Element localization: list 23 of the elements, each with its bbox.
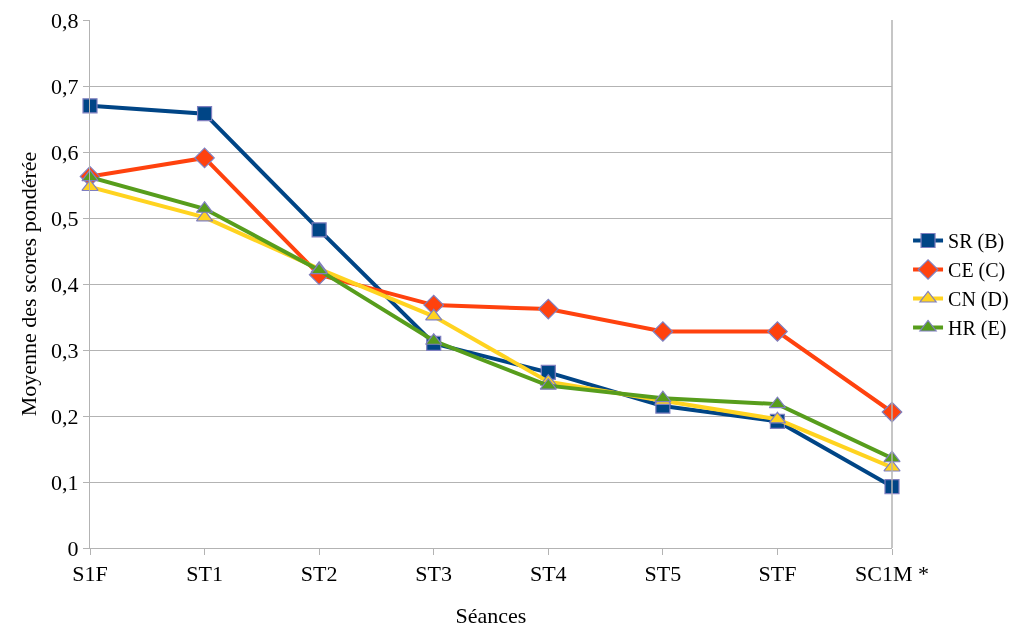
- y-tick-label: 0,5: [51, 205, 79, 231]
- x-tick-label: ST5: [644, 561, 682, 587]
- legend-label: CN (D): [948, 288, 1009, 312]
- legend-label: HR (E): [948, 317, 1007, 341]
- x-axis-title: Séances: [455, 603, 527, 628]
- y-tick-label: 0,7: [51, 73, 79, 99]
- y-axis-title: Moyenne des scores pondérée: [16, 151, 41, 417]
- legend-label: CE (C): [948, 259, 1006, 283]
- y-tick-label: 0,4: [51, 271, 79, 297]
- y-tick-label: 0,8: [51, 7, 79, 33]
- x-tick-label: ST4: [529, 561, 567, 587]
- x-tick-label: SC1M *: [855, 561, 929, 587]
- x-tick-label: ST3: [415, 561, 453, 587]
- y-tick-label: 0,2: [51, 403, 79, 429]
- y-tick-label: 0: [67, 535, 79, 561]
- x-tick-label: ST2: [300, 561, 338, 587]
- y-tick-label: 0,3: [51, 337, 79, 363]
- y-tick-label: 0,6: [51, 139, 79, 165]
- y-tick-label: 0,1: [51, 469, 79, 495]
- x-tick-label: S1F: [72, 561, 108, 587]
- x-tick-label: STF: [758, 561, 797, 587]
- legend-label: SR (B): [948, 230, 1005, 254]
- x-tick-label: ST1: [186, 561, 223, 587]
